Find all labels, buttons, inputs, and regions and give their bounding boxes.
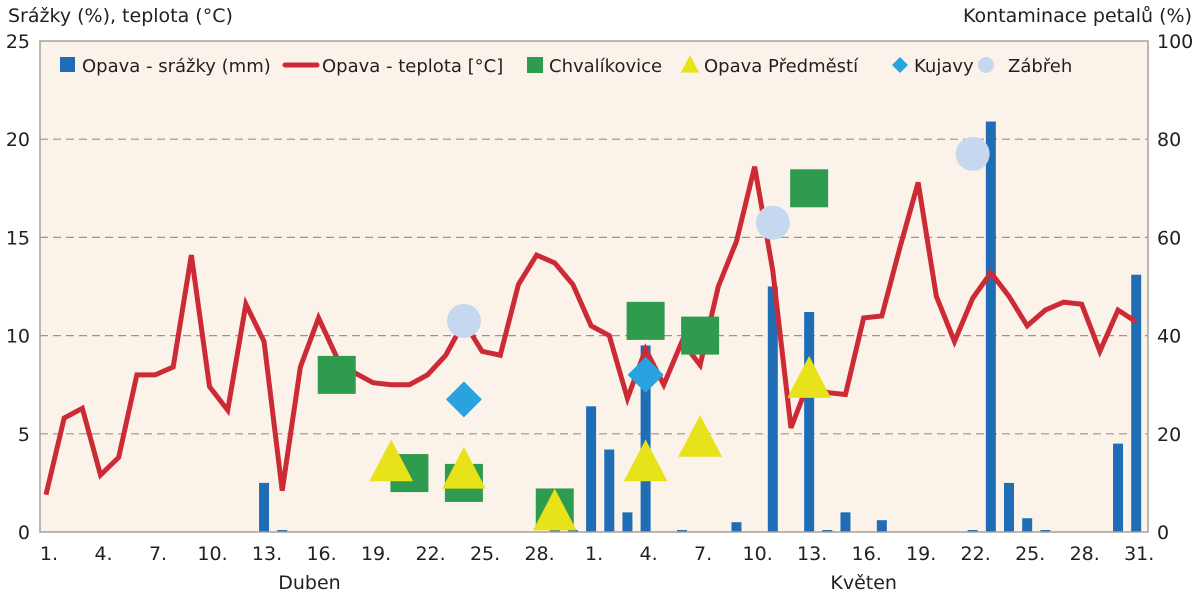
legend: Opava - srážky (mm) Opava - teplota [°C] C… — [60, 55, 1072, 77]
x-tick-label: 4. — [640, 543, 658, 565]
plot-frame — [39, 40, 1149, 533]
square-marker — [626, 301, 665, 340]
precipitation-bar — [1131, 274, 1142, 532]
square-marker — [681, 316, 720, 355]
right-axis-ticks: 0 20 40 60 80 100 — [1157, 31, 1193, 544]
x-tick-label: 13. — [252, 543, 282, 565]
precipitation-bar — [1004, 482, 1015, 532]
right-tick-label: 0 — [1157, 522, 1169, 544]
precipitation-bar — [640, 345, 651, 532]
triangle-marker — [442, 446, 486, 489]
left-tick-label: 10 — [6, 326, 30, 348]
x-tick-label: 10. — [743, 543, 773, 565]
legend-swatch-circle — [978, 57, 994, 73]
month-label: Květen — [830, 572, 897, 594]
precipitation-bar — [967, 530, 978, 532]
legend-swatch-square — [527, 57, 543, 73]
left-tick-label: 20 — [6, 129, 30, 151]
x-tick-label: 1. — [585, 543, 603, 565]
precipitation-bars — [259, 121, 1142, 533]
precipitation-bar — [731, 522, 742, 532]
circle-marker — [755, 205, 790, 240]
precipitation-bar — [767, 286, 778, 532]
triangle-marker — [369, 439, 414, 482]
precipitation-bar — [1113, 443, 1124, 532]
x-tick-label: 22. — [415, 543, 445, 565]
precipitation-bar — [549, 530, 560, 532]
temperature-line — [43, 166, 1138, 496]
x-tick-label: 16. — [306, 543, 336, 565]
precipitation-bar — [586, 406, 597, 532]
precipitation-bar — [622, 512, 633, 532]
x-tick-label: 13. — [797, 543, 827, 565]
month-labels: Duben Květen — [278, 572, 897, 594]
precipitation-bar — [876, 520, 887, 532]
x-tick-label: 1. — [40, 543, 58, 565]
x-tick-label: 10. — [197, 543, 227, 565]
legend-label: Opava - srážky (mm) — [82, 56, 271, 77]
precipitation-bar — [277, 530, 288, 532]
x-tick-label: 25. — [470, 543, 500, 565]
x-tick-label: 25. — [1015, 543, 1045, 565]
precipitation-bar — [822, 530, 833, 532]
right-tick-label: 100 — [1157, 31, 1193, 53]
x-axis-ticks: 1. 4. 7. 10. 13. 16. 19. 22. 25. 28. 1. 4. 7. 10. 13. 1… — [40, 543, 1154, 565]
legend-swatch-diamond — [892, 57, 908, 73]
triangle-marker — [678, 414, 722, 457]
triangle-marker — [787, 356, 831, 398]
x-tick-label: 7. — [694, 543, 712, 565]
square-marker — [317, 355, 356, 394]
left-tick-label: 25 — [6, 31, 30, 53]
precipitation-bar — [567, 530, 578, 532]
right-tick-label: 80 — [1157, 129, 1181, 151]
precipitation-bar — [259, 482, 270, 532]
precipitation-bar — [840, 512, 851, 532]
legend-swatch-bar — [60, 57, 75, 72]
precipitation-bar — [1040, 530, 1051, 532]
legend-label: Zábřeh — [1008, 56, 1072, 77]
left-tick-label: 15 — [6, 227, 30, 249]
month-label: Duben — [278, 572, 340, 594]
x-tick-label: 16. — [852, 543, 882, 565]
x-tick-label: 19. — [361, 543, 391, 565]
right-tick-label: 60 — [1157, 227, 1181, 249]
left-axis-ticks: 0 5 10 15 20 25 — [6, 31, 30, 544]
x-tick-label: 31. — [1124, 543, 1154, 565]
legend-label: Opava - teplota [°C] — [322, 56, 503, 77]
diamond-marker — [627, 356, 664, 393]
right-tick-label: 40 — [1157, 326, 1181, 348]
contamination-markers — [317, 136, 990, 531]
x-tick-label: 7. — [149, 543, 167, 565]
precipitation-bar — [804, 312, 815, 532]
x-tick-label: 28. — [524, 543, 554, 565]
triangle-marker — [532, 488, 577, 531]
legend-label: Kujavy — [914, 56, 974, 77]
left-axis-title: Srážky (%), teplota (°C) — [8, 5, 233, 27]
precipitation-bar — [1022, 518, 1033, 532]
legend-label: Chvalíkovice — [549, 56, 662, 77]
circle-marker — [446, 303, 481, 338]
x-tick-label: 19. — [906, 543, 936, 565]
left-tick-label: 0 — [18, 522, 30, 544]
x-tick-label: 22. — [961, 543, 991, 565]
gridlines — [40, 138, 1148, 435]
triangle-marker — [623, 439, 668, 482]
x-tick-label: 4. — [94, 543, 112, 565]
right-tick-label: 20 — [1157, 424, 1181, 446]
diamond-marker — [445, 381, 482, 418]
right-axis-title: Kontaminace petalů (%) — [963, 5, 1192, 27]
legend-label: Opava Předměstí — [704, 56, 859, 77]
square-marker — [790, 169, 829, 208]
left-tick-label: 5 — [18, 424, 30, 446]
legend-swatch-triangle — [680, 55, 700, 73]
precipitation-bar — [676, 530, 687, 532]
x-tick-label: 28. — [1070, 543, 1100, 565]
circle-marker — [955, 136, 990, 171]
precipitation-bar — [604, 449, 615, 532]
precipitation-bar — [985, 121, 996, 533]
